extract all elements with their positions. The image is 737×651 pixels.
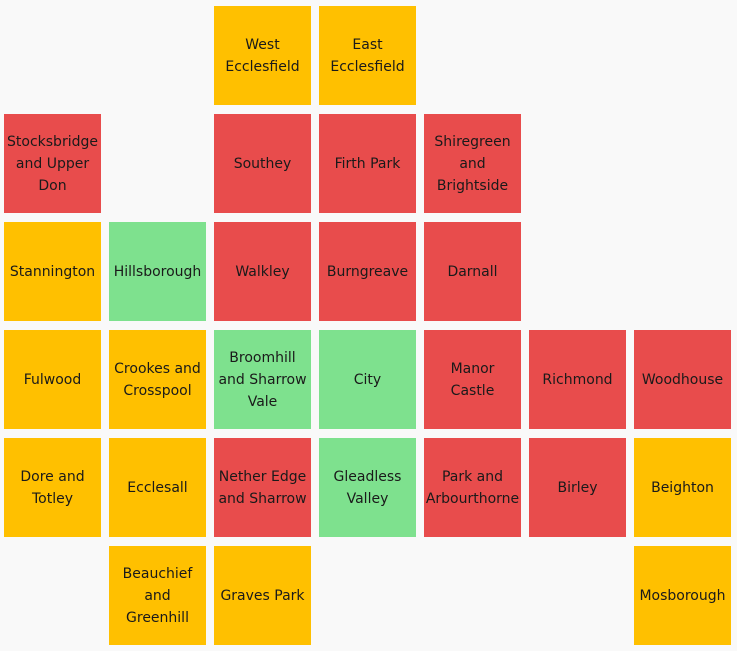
ward-tile-label: Burngreave (326, 263, 409, 280)
ward-tile-label: Mosborough (639, 587, 726, 604)
ward-tile-richmond: Richmond (529, 330, 626, 429)
ward-tile-label: Beighton (651, 479, 714, 496)
ward-tile-shiregreen-and-brightside: Shiregreen and Brightside (424, 114, 521, 213)
ward-tile-dore-and-totley: Dore and Totley (4, 438, 101, 537)
ward-tile-label: Stannington (9, 263, 96, 280)
ward-tile-label: Fulwood (23, 371, 82, 388)
ward-tile-birley: Birley (529, 438, 626, 537)
ward-tile-west-ecclesfield: West Ecclesfield (214, 6, 311, 105)
ward-tile-ecclesall: Ecclesall (109, 438, 206, 537)
ward-tile-mosborough: Mosborough (634, 546, 731, 645)
ward-tile-stocksbridge-and-upper-don: Stocksbridge and Upper Don (4, 114, 101, 213)
ward-tile-label: Beauchief and Greenhill (122, 565, 193, 626)
ward-tile-city: City (319, 330, 416, 429)
ward-tile-darnall: Darnall (424, 222, 521, 321)
ward-tile-label: Graves Park (220, 587, 305, 604)
ward-tile-hillsborough: Hillsborough (109, 222, 206, 321)
ward-tile-label: East Ecclesfield (330, 36, 405, 75)
ward-tile-stannington: Stannington (4, 222, 101, 321)
ward-tile-label: Broomhill and Sharrow Vale (218, 349, 307, 410)
ward-tile-label: Walkley (235, 263, 290, 280)
ward-tile-label: Dore and Totley (20, 468, 85, 507)
ward-tile-beauchief-and-greenhill: Beauchief and Greenhill (109, 546, 206, 645)
ward-tile-label: West Ecclesfield (225, 36, 300, 75)
ward-tile-beighton: Beighton (634, 438, 731, 537)
ward-tile-label: Shiregreen and Brightside (434, 133, 511, 194)
ward-tile-label: Park and Arbourthorne (425, 468, 520, 507)
ward-tile-label: Ecclesall (127, 479, 188, 496)
ward-tile-label: Darnall (447, 263, 498, 280)
ward-tile-label: Firth Park (334, 155, 401, 172)
ward-tile-label: City (353, 371, 382, 388)
ward-tile-burngreave: Burngreave (319, 222, 416, 321)
ward-tile-southey: Southey (214, 114, 311, 213)
ward-tile-east-ecclesfield: East Ecclesfield (319, 6, 416, 105)
ward-tile-label: Hillsborough (113, 263, 202, 280)
ward-tile-label: Woodhouse (641, 371, 724, 388)
ward-tile-label: Nether Edge and Sharrow (218, 468, 307, 507)
ward-tile-label: Southey (233, 155, 292, 172)
ward-tile-label: Crookes and Crosspool (114, 360, 201, 399)
ward-tile-manor-castle: Manor Castle (424, 330, 521, 429)
ward-tile-firth-park: Firth Park (319, 114, 416, 213)
ward-tile-broomhill-and-sharrow-vale: Broomhill and Sharrow Vale (214, 330, 311, 429)
ward-tile-woodhouse: Woodhouse (634, 330, 731, 429)
ward-tile-label: Gleadless Valley (333, 468, 402, 507)
ward-tile-label: Richmond (542, 371, 613, 388)
ward-tile-nether-edge-and-sharrow: Nether Edge and Sharrow (214, 438, 311, 537)
ward-tile-label: Stocksbridge and Upper Don (7, 133, 98, 194)
ward-tile-graves-park: Graves Park (214, 546, 311, 645)
ward-tile-crookes-and-crosspool: Crookes and Crosspool (109, 330, 206, 429)
ward-tile-walkley: Walkley (214, 222, 311, 321)
ward-tile-fulwood: Fulwood (4, 330, 101, 429)
ward-tile-park-and-arbourthorne: Park and Arbourthorne (424, 438, 521, 537)
ward-tile-gleadless-valley: Gleadless Valley (319, 438, 416, 537)
ward-tile-label: Birley (557, 479, 598, 496)
ward-tile-label: Manor Castle (450, 360, 495, 399)
